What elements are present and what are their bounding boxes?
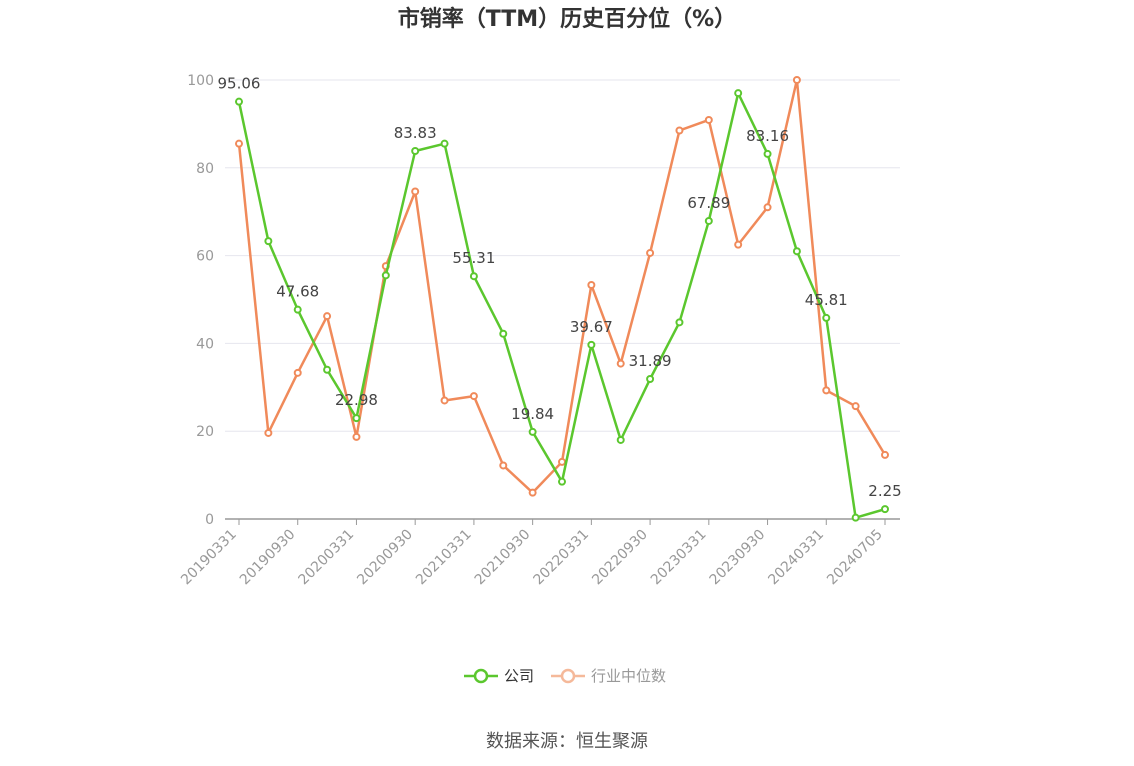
data-point bbox=[587, 281, 596, 290]
x-tick-label: 20200331 bbox=[296, 527, 358, 589]
data-point bbox=[235, 97, 243, 106]
data-label: 31.89 bbox=[629, 352, 672, 370]
x-tick-label: 20190930 bbox=[237, 527, 299, 589]
y-tick-label: 100 bbox=[187, 73, 214, 89]
data-point bbox=[469, 392, 478, 401]
data-point bbox=[646, 375, 655, 384]
data-point bbox=[763, 203, 772, 212]
x-tick-label: 20210930 bbox=[472, 527, 534, 589]
data-point bbox=[792, 76, 801, 84]
data-label: 39.67 bbox=[570, 318, 613, 336]
data-label: 2.25 bbox=[868, 482, 901, 500]
legend-label: 公司 bbox=[504, 667, 534, 685]
data-source: 数据来源：恒生聚源 bbox=[486, 731, 648, 752]
data-point bbox=[675, 318, 684, 327]
y-tick-label: 60 bbox=[196, 249, 214, 265]
data-labels: 95.06 47.68 22.98 83.83 55.31 19.84 39.67 31.89… bbox=[218, 75, 902, 500]
data-label: 47.68 bbox=[276, 283, 319, 301]
series-line bbox=[237, 91, 886, 519]
data-point bbox=[822, 386, 831, 395]
data-point bbox=[734, 240, 743, 249]
data-point bbox=[587, 340, 596, 349]
data-point bbox=[558, 457, 566, 466]
data-label: 55.31 bbox=[452, 249, 495, 267]
data-point bbox=[323, 312, 332, 321]
legend-marker bbox=[473, 668, 489, 684]
data-point bbox=[734, 89, 743, 98]
data-label: 83.83 bbox=[394, 124, 437, 142]
data-point bbox=[675, 126, 684, 135]
data-label: 83.16 bbox=[746, 127, 789, 145]
data-point bbox=[352, 414, 361, 423]
data-point bbox=[646, 248, 655, 257]
x-tick-label: 20220331 bbox=[530, 527, 592, 589]
data-point bbox=[323, 365, 332, 374]
data-point bbox=[499, 461, 508, 470]
grid bbox=[225, 79, 900, 432]
data-point bbox=[704, 216, 713, 225]
x-tick-label: 20240331 bbox=[765, 527, 827, 589]
data-point bbox=[469, 272, 478, 281]
data-point bbox=[411, 146, 420, 155]
x-tick-label: 20230930 bbox=[707, 527, 769, 589]
data-label: 95.06 bbox=[218, 75, 261, 93]
legend[interactable]: 公司 行业中位数 bbox=[464, 667, 666, 685]
y-tick-label: 80 bbox=[196, 161, 214, 177]
data-point bbox=[293, 305, 302, 314]
x-axis: 2019033120190930202003312020093020210331… bbox=[178, 518, 900, 589]
legend-marker bbox=[560, 668, 576, 684]
data-point bbox=[411, 187, 420, 196]
legend-label: 行业中位数 bbox=[591, 667, 666, 685]
data-point bbox=[352, 432, 361, 441]
y-axis: 0 20 40 60 80 100 bbox=[187, 73, 214, 528]
data-point bbox=[440, 396, 449, 405]
data-point bbox=[528, 488, 537, 497]
x-tick-label: 20190331 bbox=[178, 527, 240, 589]
data-point bbox=[881, 505, 889, 514]
data-point bbox=[381, 271, 390, 280]
data-point bbox=[616, 435, 625, 444]
data-point bbox=[792, 247, 801, 256]
y-tick-label: 0 bbox=[205, 512, 214, 528]
legend-item-company[interactable]: 公司 bbox=[464, 667, 534, 685]
x-tick-label: 20200930 bbox=[354, 527, 416, 589]
data-point bbox=[528, 427, 537, 436]
y-tick-label: 20 bbox=[196, 424, 214, 440]
data-point bbox=[558, 477, 566, 486]
data-point bbox=[704, 115, 713, 124]
data-point bbox=[616, 359, 625, 368]
data-label: 22.98 bbox=[335, 391, 378, 409]
data-label: 67.89 bbox=[687, 194, 730, 212]
series-industry-median bbox=[235, 76, 889, 497]
data-point bbox=[235, 139, 243, 148]
y-tick-label: 40 bbox=[196, 336, 214, 352]
data-point bbox=[881, 450, 889, 459]
series-company bbox=[235, 89, 889, 522]
data-point bbox=[851, 402, 860, 411]
data-point bbox=[264, 237, 273, 246]
data-point bbox=[822, 313, 831, 322]
data-point bbox=[499, 329, 508, 338]
x-tick-label: 20230331 bbox=[648, 527, 710, 589]
data-point bbox=[264, 428, 273, 437]
legend-item-industry-median[interactable]: 行业中位数 bbox=[551, 667, 666, 685]
series-layer bbox=[235, 76, 889, 522]
data-label: 19.84 bbox=[511, 405, 554, 423]
data-point bbox=[293, 368, 302, 377]
data-point bbox=[763, 149, 772, 158]
x-tick-label: 20240705 bbox=[824, 527, 886, 589]
x-tick-label: 20220930 bbox=[589, 527, 651, 589]
chart-title: 市销率（TTM）历史百分位（%） bbox=[398, 6, 736, 32]
data-label: 45.81 bbox=[805, 291, 848, 309]
data-point bbox=[440, 139, 449, 148]
data-point bbox=[851, 513, 860, 522]
x-tick-label: 20210331 bbox=[413, 527, 475, 589]
